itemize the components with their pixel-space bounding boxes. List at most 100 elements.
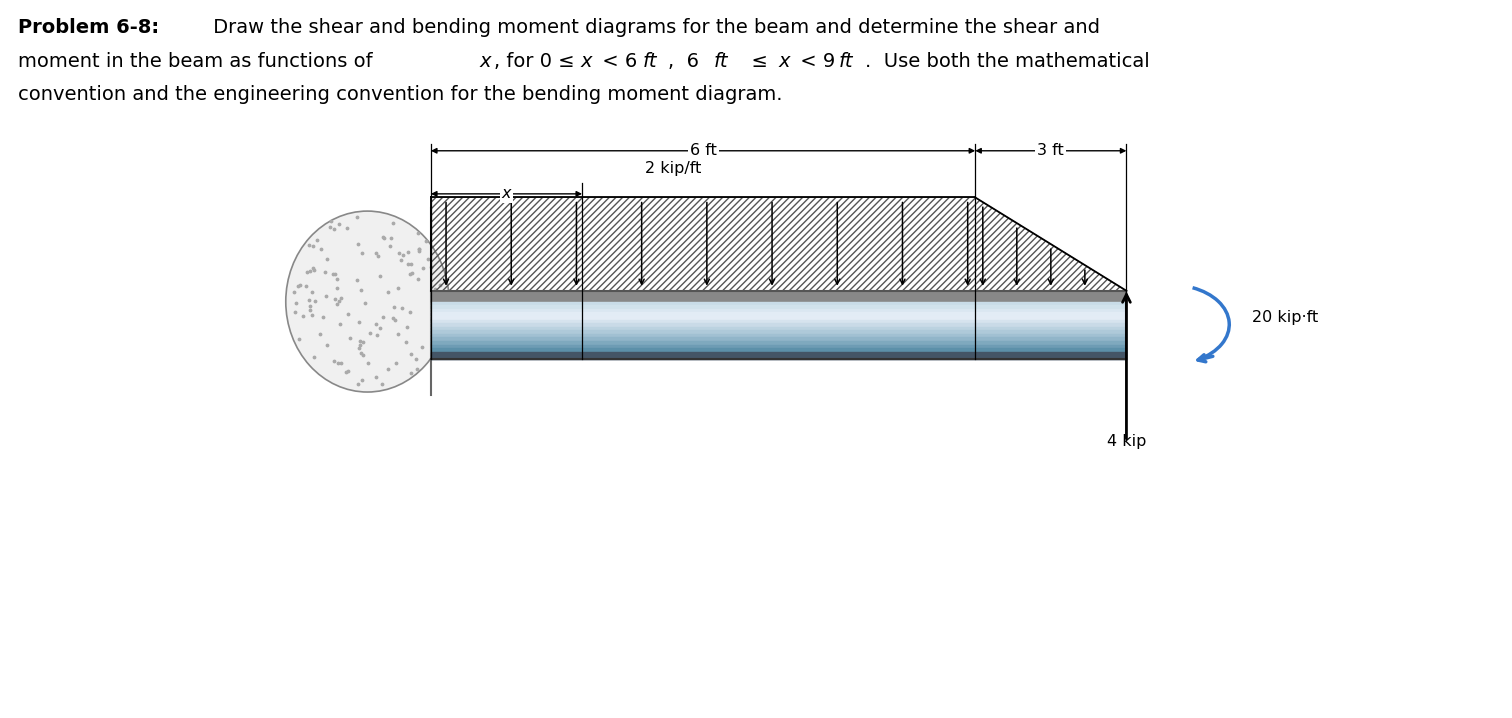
Point [419, 261, 443, 273]
Point [376, 286, 401, 298]
Point [298, 265, 322, 276]
Text: < 9: < 9 [794, 52, 841, 70]
Point [390, 250, 414, 261]
Point [426, 299, 451, 310]
Point [372, 311, 396, 322]
Point [358, 327, 383, 339]
Point [381, 218, 405, 229]
Point [301, 351, 325, 363]
Point [327, 295, 351, 307]
Point [423, 284, 448, 295]
Text: Draw the shear and bending moment diagrams for the beam and determine the shear : Draw the shear and bending moment diagra… [207, 18, 1101, 37]
Point [364, 330, 389, 341]
Point [348, 347, 372, 358]
Text: ft: ft [643, 52, 658, 70]
Point [381, 312, 405, 323]
Text: 4 kip: 4 kip [1107, 434, 1146, 449]
Point [301, 262, 325, 274]
Point [376, 363, 401, 375]
Point [336, 223, 360, 234]
Point [407, 243, 431, 255]
Point [381, 301, 405, 312]
Point [364, 247, 389, 258]
Point [287, 333, 311, 345]
Point [407, 273, 431, 284]
Point [398, 307, 422, 318]
Point [370, 231, 395, 243]
Point [345, 274, 369, 286]
Text: .  Use both the mathematical: . Use both the mathematical [865, 52, 1149, 70]
Point [324, 268, 348, 279]
Point [396, 258, 420, 269]
Point [393, 337, 417, 348]
Point [313, 266, 337, 278]
Text: ft: ft [839, 52, 854, 70]
Point [364, 318, 389, 330]
Point [298, 300, 322, 312]
Point [384, 358, 408, 369]
Point [289, 279, 313, 291]
Text: Problem 6-8:: Problem 6-8: [18, 18, 159, 37]
Point [351, 336, 375, 348]
Point [396, 247, 420, 258]
Point [411, 262, 435, 274]
Point [348, 339, 372, 350]
Point [305, 235, 330, 246]
Point [387, 248, 411, 259]
Point [369, 270, 393, 281]
Point [390, 302, 414, 314]
Point [346, 378, 370, 390]
Point [345, 211, 369, 223]
Point [330, 357, 354, 368]
Point [346, 316, 370, 327]
Point [325, 298, 349, 309]
Point [351, 349, 375, 360]
Point [387, 328, 411, 340]
Point [324, 293, 348, 304]
Point [325, 274, 349, 285]
Text: x: x [479, 52, 491, 70]
Point [311, 312, 336, 323]
Point [364, 370, 389, 382]
Point [314, 339, 339, 350]
Point [404, 363, 428, 375]
Point [348, 335, 372, 347]
Point [334, 367, 358, 378]
Point [354, 297, 378, 309]
Point [319, 215, 343, 227]
Point [423, 340, 448, 352]
Point [346, 238, 370, 250]
Point [328, 318, 352, 330]
Text: x: x [779, 52, 791, 70]
Point [301, 240, 325, 251]
Point [351, 247, 375, 258]
Point [308, 328, 333, 340]
Point [399, 348, 423, 360]
Point [398, 268, 422, 279]
Point [413, 236, 437, 247]
Text: 3 ft: 3 ft [1037, 144, 1064, 158]
Point [404, 353, 428, 365]
Point [407, 243, 431, 254]
Point [298, 304, 322, 316]
Point [322, 355, 346, 367]
Point [378, 241, 402, 252]
Text: < 6: < 6 [596, 52, 643, 70]
Point [284, 297, 308, 308]
Point [395, 321, 419, 332]
Point [367, 322, 392, 334]
Point [336, 365, 360, 377]
Point [336, 309, 360, 320]
Text: 2 kip/ft: 2 kip/ft [644, 161, 702, 176]
Point [286, 280, 310, 292]
Point [293, 281, 318, 292]
Point [281, 286, 305, 298]
Text: x: x [502, 187, 511, 201]
Text: ,  6: , 6 [668, 52, 706, 70]
Point [410, 342, 434, 353]
Point [380, 233, 404, 244]
Point [355, 357, 380, 368]
Point [290, 310, 314, 322]
Point [416, 253, 440, 264]
Point [422, 314, 446, 325]
